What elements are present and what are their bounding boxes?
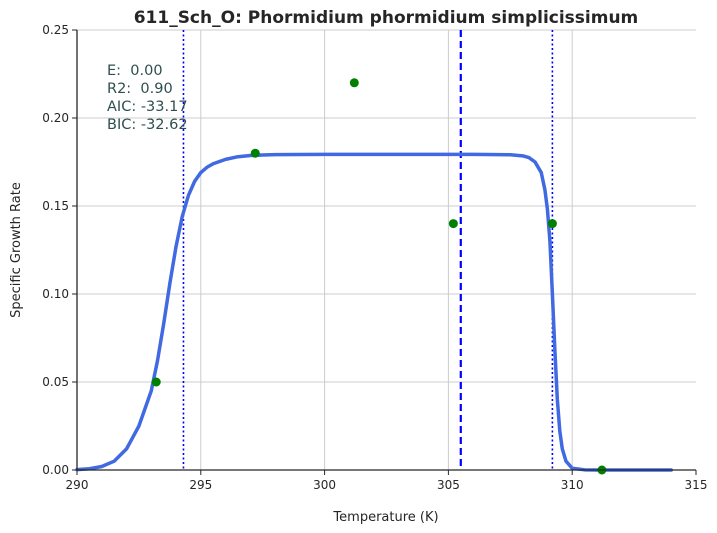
- x-tick-label: 310: [561, 478, 584, 492]
- data-point: [250, 148, 260, 158]
- axes: [72, 29, 697, 475]
- fit-statistics: E: 0.00 R2: 0.90 AIC: -33.17 BIC: -32.62: [107, 63, 188, 133]
- data-point: [547, 219, 557, 229]
- stat-bic: BIC: -32.62: [107, 117, 188, 133]
- y-tick-label: 0.00: [42, 463, 69, 477]
- fit-curve-layer: [75, 152, 673, 472]
- data-point: [448, 219, 458, 229]
- stat-e: E: 0.00: [107, 63, 163, 79]
- y-axis-label: Specific Growth Rate: [9, 182, 24, 318]
- data-points-layer: [151, 78, 607, 475]
- stat-aic: AIC: -33.17: [107, 99, 188, 115]
- data-point: [349, 78, 359, 88]
- y-tick-label: 0.05: [42, 375, 69, 389]
- y-tick-label: 0.25: [42, 23, 69, 37]
- x-axis-label: Temperature (K): [332, 510, 438, 525]
- grid-lines: [77, 29, 696, 470]
- reference-lines: [182, 30, 554, 470]
- y-tick-label: 0.15: [42, 199, 69, 213]
- x-tick-labels: 290 295 300 305 310 315: [66, 478, 708, 492]
- x-tick-label: 300: [313, 478, 336, 492]
- stat-r2: R2: 0.90: [107, 81, 173, 97]
- data-point: [151, 377, 161, 387]
- x-tick-label: 305: [437, 478, 460, 492]
- y-tick-label: 0.20: [42, 111, 69, 125]
- x-tick-label: 290: [66, 478, 89, 492]
- x-tick-label: 315: [685, 478, 708, 492]
- y-tick-labels: 0.00 0.05 0.10 0.15 0.20 0.25: [42, 23, 69, 477]
- fit-curve-line: [75, 152, 673, 472]
- chart-title: 611_Sch_O: Phormidium phormidium simplic…: [134, 8, 639, 28]
- x-tick-label: 295: [189, 478, 212, 492]
- y-tick-label: 0.10: [42, 287, 69, 301]
